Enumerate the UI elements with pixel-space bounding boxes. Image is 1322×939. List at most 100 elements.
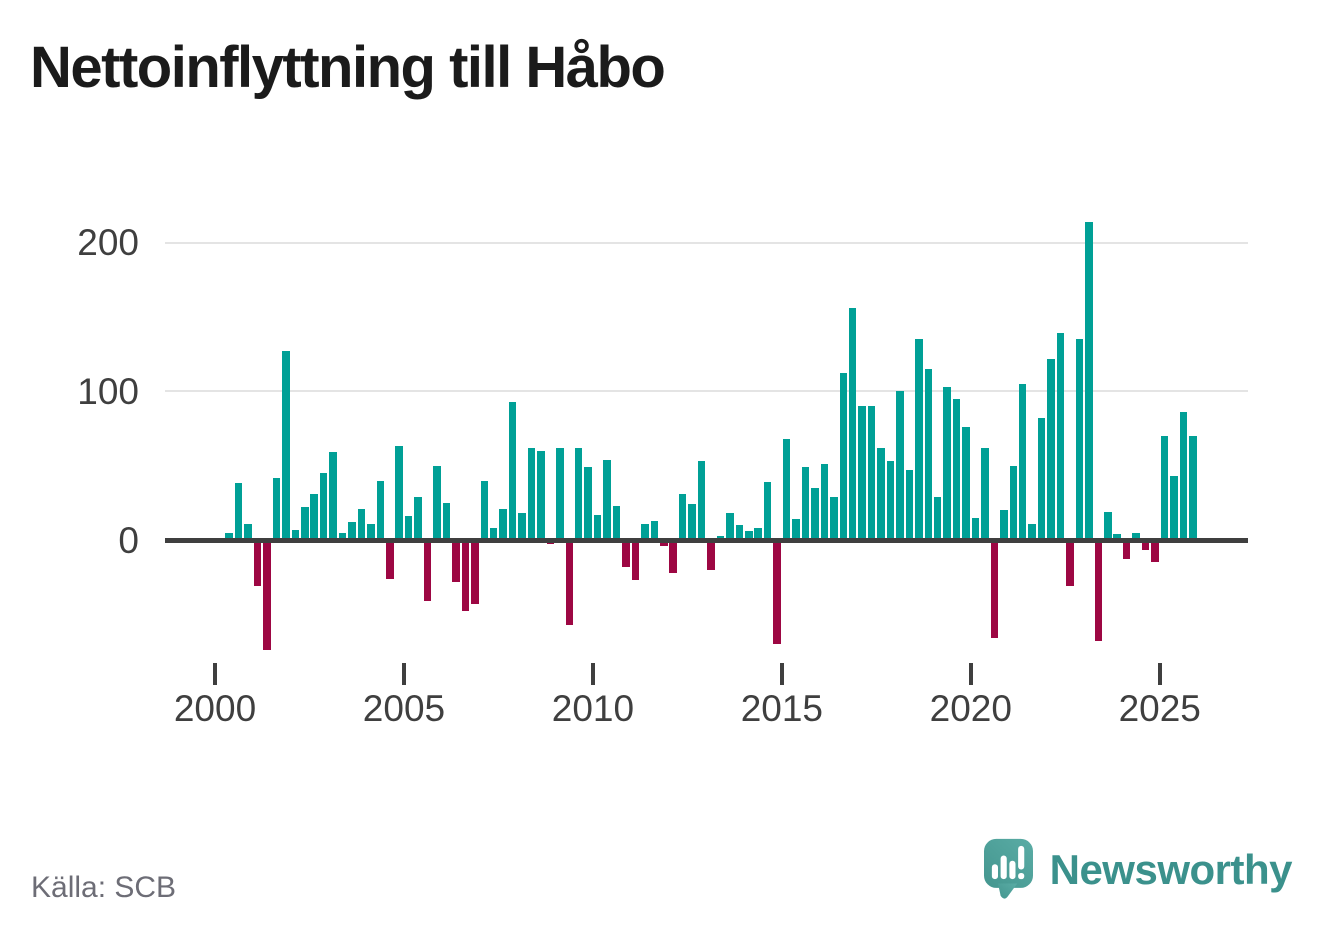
bar (773, 540, 781, 645)
bar (1113, 534, 1121, 540)
bar (971, 517, 980, 540)
bar (461, 540, 470, 612)
bar (1018, 383, 1027, 540)
bar (282, 351, 290, 540)
x-axis-label: 2020 (929, 688, 1012, 729)
bar (518, 513, 526, 540)
x-tick (401, 663, 406, 685)
x-tick (590, 663, 595, 685)
bar (896, 391, 904, 540)
source-note: Källa: SCB (31, 871, 177, 904)
bar (452, 540, 460, 582)
bar (962, 426, 970, 540)
bar (584, 467, 592, 540)
bar (801, 467, 810, 540)
y-axis-label: 0 (118, 519, 139, 561)
bar (1141, 540, 1150, 551)
bar (489, 528, 498, 540)
bar (386, 540, 394, 579)
bar (574, 447, 583, 540)
bar (348, 522, 356, 540)
bar (1094, 540, 1103, 642)
bar (754, 528, 762, 540)
bar (981, 447, 989, 540)
bar (735, 525, 744, 540)
bar (556, 447, 564, 540)
bar (924, 368, 933, 540)
bar (660, 540, 668, 546)
bar (225, 532, 233, 540)
bar (782, 438, 791, 540)
bar (367, 523, 375, 540)
bar (745, 531, 753, 540)
bar (697, 461, 706, 540)
bar (830, 496, 838, 540)
bar (253, 540, 262, 587)
bar (423, 540, 432, 601)
bar (1085, 221, 1093, 540)
x-axis-label: 2000 (173, 688, 257, 729)
bar (792, 519, 800, 540)
bar (612, 505, 621, 540)
x-axis-label: 2015 (740, 688, 823, 729)
bar (848, 307, 857, 540)
x-axis-label: 2025 (1118, 688, 1201, 729)
bar (622, 540, 630, 567)
bar (291, 529, 300, 540)
bar (943, 386, 951, 540)
bar (1000, 510, 1008, 540)
bar (508, 401, 517, 540)
bar (886, 461, 895, 540)
bar (263, 540, 271, 651)
bar (1179, 412, 1188, 540)
x-tick (779, 663, 784, 685)
bar (867, 406, 876, 540)
bar (933, 496, 942, 540)
bar (688, 504, 696, 540)
bar (707, 540, 715, 570)
bar (442, 502, 451, 540)
bar (527, 447, 536, 540)
chart-title: Nettoinflyttning till Håbo (30, 35, 666, 100)
x-tick (968, 663, 973, 685)
x-tick (1157, 663, 1162, 685)
bar (1066, 540, 1074, 587)
bar (310, 493, 318, 540)
bar (1075, 339, 1084, 540)
bar (376, 480, 385, 540)
bar (471, 540, 479, 604)
bar (1160, 435, 1169, 540)
bar (480, 480, 489, 540)
bar (1028, 523, 1036, 540)
bar (1037, 418, 1046, 540)
x-axis-label: 2010 (551, 688, 635, 729)
bar (820, 464, 829, 540)
bar (433, 465, 441, 540)
bar (414, 496, 422, 540)
gridline-200 (165, 241, 1248, 244)
bar (1170, 476, 1178, 540)
brand-footer: Newsworthy (982, 838, 1293, 901)
bar (631, 540, 640, 581)
bar (990, 540, 999, 639)
bar (301, 507, 309, 540)
bar (537, 450, 545, 540)
bar (1056, 333, 1065, 540)
bar (1104, 511, 1112, 540)
bar (811, 487, 819, 540)
bar (272, 477, 281, 540)
bar (763, 481, 772, 540)
bar (1189, 435, 1197, 540)
bar (1047, 358, 1055, 540)
bar (669, 540, 677, 573)
bar (858, 406, 866, 540)
x-tick (213, 663, 218, 685)
bar (915, 339, 923, 540)
bar (678, 493, 687, 540)
y-axis-label: 200 (77, 222, 139, 263)
bar (404, 516, 413, 540)
newsworthy-logo-icon (983, 838, 1033, 899)
bar (650, 520, 659, 540)
